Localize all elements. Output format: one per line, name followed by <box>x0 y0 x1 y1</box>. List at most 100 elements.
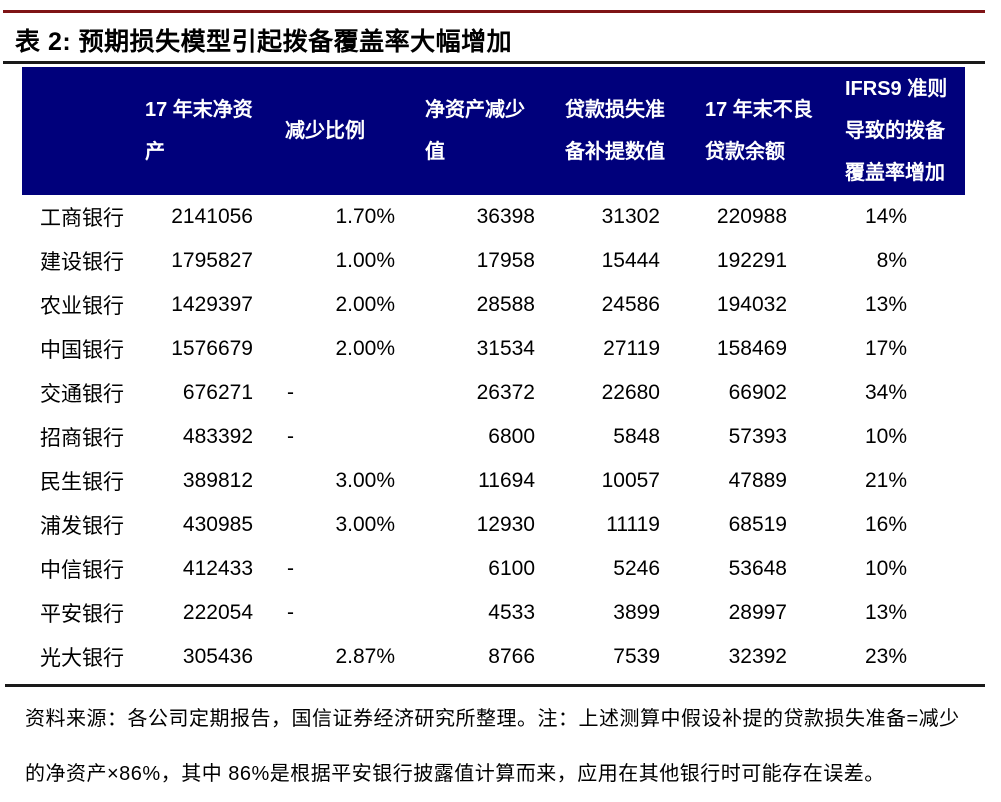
bank-name-cell: 中信银行 <box>40 559 124 582</box>
bank-name-cell: 农业银行 <box>40 295 124 318</box>
header-label: 17 年末净资产 <box>145 99 253 163</box>
header-cell-ifrs9-coverage-increase: IFRS9 准则导致的拨备覆盖率增加 <box>835 67 965 195</box>
table-row: 中信银行 412433 - 6100 5246 53648 10% <box>22 547 965 591</box>
value-cell: 11119 <box>606 513 660 536</box>
table-row: 交通银行 676271 - 26372 22680 66902 34% <box>22 371 965 415</box>
value-cell: 34% <box>864 381 907 404</box>
value-cell: 1576679 <box>171 337 253 360</box>
header-label: 贷款损失准备补提数值 <box>565 99 665 163</box>
value-cell: 31302 <box>601 205 660 228</box>
source-note: 资料来源：各公司定期报告，国信证券经济研究所整理。注：上述测算中假设补提的贷款损… <box>25 708 960 785</box>
value-cell: 3.00% <box>335 469 395 492</box>
value-cell: 10% <box>864 557 907 580</box>
bank-name-cell: 建设银行 <box>40 251 124 274</box>
value-cell: 47889 <box>728 469 787 492</box>
table-header: 17 年末净资产 减少比例 净资产减少值 贷款损失准备补提数值 17 年末不良贷… <box>22 67 965 195</box>
header-cell-npl-balance: 17 年末不良贷款余额 <box>695 67 835 195</box>
value-cell: 23% <box>864 645 907 668</box>
value-cell: 13% <box>864 601 907 624</box>
value-cell: - <box>287 425 294 448</box>
value-cell: 8% <box>876 249 907 272</box>
table-header-row: 17 年末净资产 减少比例 净资产减少值 贷款损失准备补提数值 17 年末不良贷… <box>22 67 965 195</box>
value-cell: 11694 <box>478 469 535 492</box>
bank-name-cell: 招商银行 <box>40 427 124 450</box>
value-cell: 2141056 <box>171 205 253 228</box>
table-row: 建设银行 1795827 1.00% 17958 15444 192291 8% <box>22 239 965 283</box>
value-cell: 430985 <box>182 513 253 536</box>
value-cell: 483392 <box>182 425 253 448</box>
value-cell: 3899 <box>613 601 660 624</box>
bank-name-cell: 民生银行 <box>40 471 124 494</box>
value-cell: 5246 <box>613 557 660 580</box>
value-cell: 1.00% <box>335 249 395 272</box>
value-cell: 24586 <box>601 293 660 316</box>
value-cell: 10% <box>864 425 907 448</box>
value-cell: 412433 <box>182 557 253 580</box>
value-cell: 192291 <box>716 249 787 272</box>
value-cell: 31534 <box>476 337 535 360</box>
value-cell: 305436 <box>182 645 253 668</box>
title-divider-rule <box>3 61 985 64</box>
value-cell: 36398 <box>476 205 535 228</box>
value-cell: 21% <box>864 469 907 492</box>
value-cell: 17958 <box>476 249 535 272</box>
header-cell-net-assets: 17 年末净资产 <box>135 67 275 195</box>
value-cell: 16% <box>864 513 907 536</box>
bank-name-cell: 交通银行 <box>40 383 124 406</box>
value-cell: 7539 <box>613 645 660 668</box>
table-row: 民生银行 389812 3.00% 11694 10057 47889 21% <box>22 459 965 503</box>
value-cell: 57393 <box>728 425 787 448</box>
value-cell: 4533 <box>488 601 535 624</box>
bank-name-cell: 平安银行 <box>40 603 124 626</box>
value-cell: 28997 <box>728 601 787 624</box>
table-row: 平安银行 222054 - 4533 3899 28997 13% <box>22 591 965 635</box>
value-cell: 1.70% <box>335 205 395 228</box>
value-cell: 158469 <box>716 337 787 360</box>
value-cell: 68519 <box>728 513 787 536</box>
table-row: 工商银行 2141056 1.70% 36398 31302 220988 14% <box>22 195 965 239</box>
header-label: 净资产减少值 <box>425 99 525 163</box>
table-bottom-rule <box>5 684 985 687</box>
value-cell: 13% <box>864 293 907 316</box>
value-cell: 14% <box>864 205 907 228</box>
value-cell: 6100 <box>488 557 535 580</box>
value-cell: 32392 <box>728 645 787 668</box>
value-cell: 15444 <box>601 249 660 272</box>
header-cell-loan-loss-provision: 贷款损失准备补提数值 <box>555 67 695 195</box>
table-row: 光大银行 305436 2.87% 8766 7539 32392 23% <box>22 635 965 679</box>
value-cell: 2.00% <box>335 337 395 360</box>
table-row: 农业银行 1429397 2.00% 28588 24586 194032 13% <box>22 283 965 327</box>
bank-name-cell: 光大银行 <box>40 647 124 670</box>
header-label: 减少比例 <box>285 120 365 143</box>
value-cell: 220988 <box>716 205 787 228</box>
value-cell: 222054 <box>182 601 253 624</box>
value-cell: 53648 <box>728 557 787 580</box>
value-cell: 10057 <box>601 469 660 492</box>
value-cell: 22680 <box>601 381 660 404</box>
value-cell: 1429397 <box>171 293 253 316</box>
header-label: 17 年末不良贷款余额 <box>705 99 813 163</box>
value-cell: 5848 <box>613 425 660 448</box>
value-cell: 389812 <box>182 469 253 492</box>
bank-provision-table: 17 年末净资产 减少比例 净资产减少值 贷款损失准备补提数值 17 年末不良贷… <box>22 67 965 679</box>
value-cell: - <box>287 601 294 624</box>
value-cell: 2.00% <box>335 293 395 316</box>
title-accent-rule <box>3 10 985 13</box>
header-label: IFRS9 准则导致的拨备覆盖率增加 <box>845 78 948 184</box>
bank-name-cell: 浦发银行 <box>40 515 124 538</box>
value-cell: 26372 <box>476 381 535 404</box>
value-cell: 66902 <box>728 381 787 404</box>
value-cell: 1795827 <box>171 249 253 272</box>
header-cell-net-asset-reduction: 净资产减少值 <box>415 67 555 195</box>
value-cell: 676271 <box>182 381 253 404</box>
page-title: 表 2: 预期损失模型引起拨备覆盖率大幅增加 <box>15 28 513 56</box>
table-row: 浦发银行 430985 3.00% 12930 11119 68519 16% <box>22 503 965 547</box>
bank-name-cell: 中国银行 <box>40 339 124 362</box>
table-row: 招商银行 483392 - 6800 5848 57393 10% <box>22 415 965 459</box>
table-row: 中国银行 1576679 2.00% 31534 27119 158469 17% <box>22 327 965 371</box>
header-cell-bank <box>22 67 135 195</box>
value-cell: 194032 <box>716 293 787 316</box>
value-cell: - <box>287 381 294 404</box>
table-body: 工商银行 2141056 1.70% 36398 31302 220988 14% 建设银行 1… <box>22 195 965 679</box>
value-cell: 2.87% <box>335 645 395 668</box>
